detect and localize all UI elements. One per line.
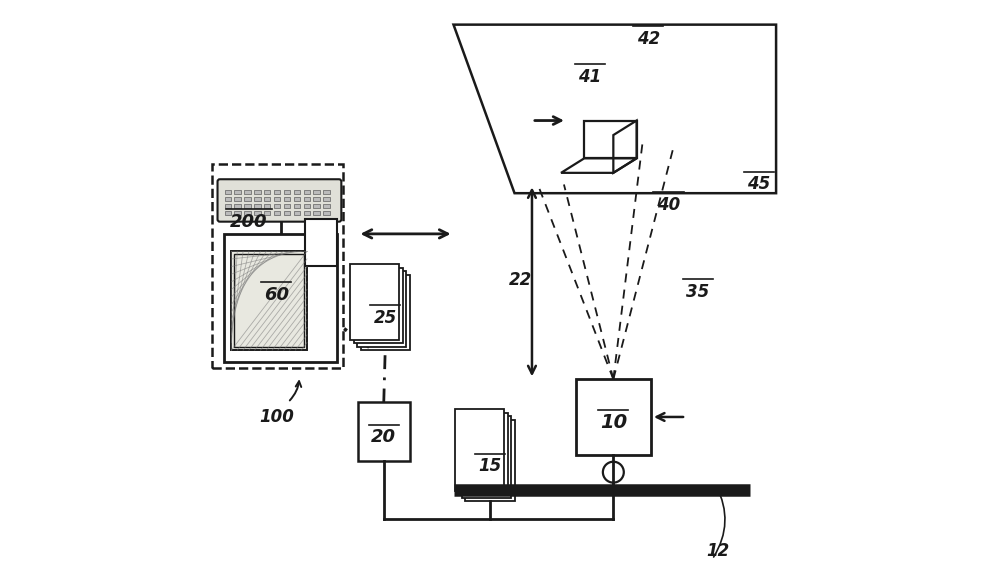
Text: 22: 22 (509, 272, 532, 290)
FancyBboxPatch shape (225, 204, 231, 208)
FancyBboxPatch shape (254, 197, 261, 201)
FancyBboxPatch shape (264, 211, 270, 215)
FancyBboxPatch shape (234, 211, 241, 215)
FancyBboxPatch shape (244, 204, 251, 208)
FancyBboxPatch shape (462, 416, 511, 498)
FancyBboxPatch shape (231, 251, 307, 350)
FancyBboxPatch shape (313, 197, 320, 201)
Text: 12: 12 (706, 541, 730, 559)
Text: 20: 20 (371, 428, 396, 446)
FancyBboxPatch shape (358, 402, 410, 461)
FancyBboxPatch shape (284, 190, 290, 194)
FancyBboxPatch shape (294, 190, 300, 194)
FancyBboxPatch shape (254, 204, 261, 208)
Text: 35: 35 (686, 283, 709, 301)
FancyBboxPatch shape (225, 197, 231, 201)
FancyBboxPatch shape (323, 197, 330, 201)
FancyBboxPatch shape (264, 204, 270, 208)
FancyBboxPatch shape (254, 211, 261, 215)
FancyBboxPatch shape (274, 197, 280, 201)
FancyBboxPatch shape (576, 379, 651, 455)
FancyBboxPatch shape (254, 190, 261, 194)
FancyBboxPatch shape (465, 420, 515, 501)
FancyBboxPatch shape (361, 274, 410, 350)
FancyBboxPatch shape (264, 190, 270, 194)
Text: 10: 10 (600, 413, 627, 432)
Text: 25: 25 (374, 309, 397, 327)
Text: 45: 45 (747, 175, 770, 193)
FancyBboxPatch shape (304, 197, 310, 201)
FancyBboxPatch shape (305, 220, 337, 266)
FancyBboxPatch shape (304, 190, 310, 194)
Text: 60: 60 (264, 286, 289, 304)
FancyBboxPatch shape (244, 211, 251, 215)
FancyBboxPatch shape (357, 271, 406, 347)
FancyBboxPatch shape (218, 179, 341, 222)
FancyBboxPatch shape (234, 190, 241, 194)
Text: 42: 42 (637, 30, 660, 48)
FancyBboxPatch shape (264, 197, 270, 201)
FancyBboxPatch shape (284, 197, 290, 201)
FancyBboxPatch shape (304, 211, 310, 215)
FancyBboxPatch shape (244, 190, 251, 194)
FancyBboxPatch shape (234, 197, 241, 201)
FancyBboxPatch shape (304, 204, 310, 208)
Text: 100: 100 (259, 408, 294, 426)
FancyBboxPatch shape (225, 190, 231, 194)
FancyBboxPatch shape (234, 204, 241, 208)
FancyBboxPatch shape (323, 190, 330, 194)
Text: 15: 15 (478, 457, 501, 475)
FancyBboxPatch shape (455, 409, 504, 491)
FancyBboxPatch shape (323, 204, 330, 208)
FancyBboxPatch shape (274, 190, 280, 194)
Text: 40: 40 (657, 196, 680, 214)
FancyBboxPatch shape (323, 211, 330, 215)
Text: 200: 200 (230, 213, 268, 231)
FancyBboxPatch shape (274, 204, 280, 208)
FancyBboxPatch shape (458, 413, 508, 494)
FancyBboxPatch shape (294, 211, 300, 215)
FancyBboxPatch shape (313, 211, 320, 215)
FancyBboxPatch shape (313, 204, 320, 208)
FancyBboxPatch shape (294, 204, 300, 208)
FancyBboxPatch shape (244, 197, 251, 201)
FancyBboxPatch shape (274, 211, 280, 215)
FancyBboxPatch shape (225, 211, 231, 215)
FancyBboxPatch shape (350, 264, 399, 340)
FancyBboxPatch shape (284, 204, 290, 208)
FancyBboxPatch shape (354, 267, 403, 343)
FancyBboxPatch shape (313, 190, 320, 194)
FancyBboxPatch shape (284, 211, 290, 215)
FancyBboxPatch shape (224, 234, 337, 361)
Text: 41: 41 (578, 68, 602, 86)
FancyBboxPatch shape (294, 197, 300, 201)
